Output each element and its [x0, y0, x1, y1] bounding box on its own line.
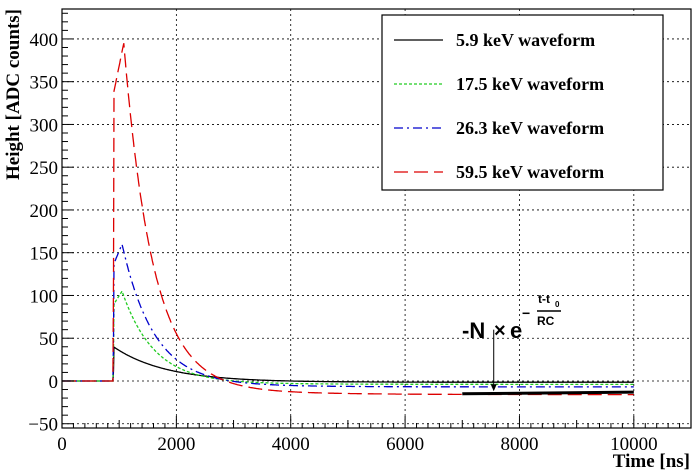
legend: 5.9 keV waveform 17.5 keV waveform 26.3 ke… [381, 14, 664, 191]
y-tick-label: 0 [49, 372, 59, 393]
y-tick-label: 400 [30, 30, 59, 51]
legend-label-3: 26.3 keV waveform [456, 118, 604, 138]
y-tick-label: −50 [28, 415, 58, 436]
y-tick-label: 100 [30, 286, 59, 307]
tick-labels: 0 2000 4000 6000 8000 10000−50050100150200250… [28, 30, 657, 455]
fit-annotation: -N × e − t-t 0 RC [462, 292, 561, 392]
series-layer [62, 43, 634, 396]
annotation-numerator: t-t [538, 292, 550, 306]
annotation-coefficient: -N [462, 318, 485, 343]
legend-label-2: 17.5 keV waveform [456, 74, 604, 94]
annotation-exp-base: e [510, 318, 522, 343]
x-tick-label: 2000 [157, 434, 195, 455]
x-axis-title: Time [ns] [613, 451, 690, 472]
x-tick-label: 10000 [610, 434, 658, 455]
x-tick-label: 4000 [272, 434, 310, 455]
series-line-3 [62, 242, 634, 388]
y-tick-label: 150 [30, 244, 59, 265]
x-tick-label: 0 [57, 434, 67, 455]
y-tick-label: 300 [30, 115, 59, 136]
annotation-arrow-head [490, 384, 497, 392]
fit-curve [462, 390, 634, 396]
y-tick-label: 50 [39, 329, 58, 350]
series-line-1 [62, 346, 634, 383]
y-tick-label: 200 [30, 201, 59, 222]
annotation-exp-minus: − [522, 305, 530, 321]
y-tick-label: 250 [30, 158, 59, 179]
legend-box [381, 14, 664, 191]
legend-label-4: 59.5 keV waveform [456, 162, 604, 182]
annotation-numerator-sub: 0 [555, 300, 560, 309]
legend-label-1: 5.9 keV waveform [456, 30, 595, 50]
y-axis-title: Height [ADC counts] [3, 9, 24, 180]
y-tick-label: 350 [30, 73, 59, 94]
axis-ticks [61, 12, 692, 428]
series-line-2 [62, 289, 634, 386]
annotation-denominator: RC [537, 314, 555, 328]
annotation-times-sign: × [494, 320, 506, 342]
x-tick-label: 6000 [386, 434, 424, 455]
x-tick-label: 8000 [500, 434, 538, 455]
